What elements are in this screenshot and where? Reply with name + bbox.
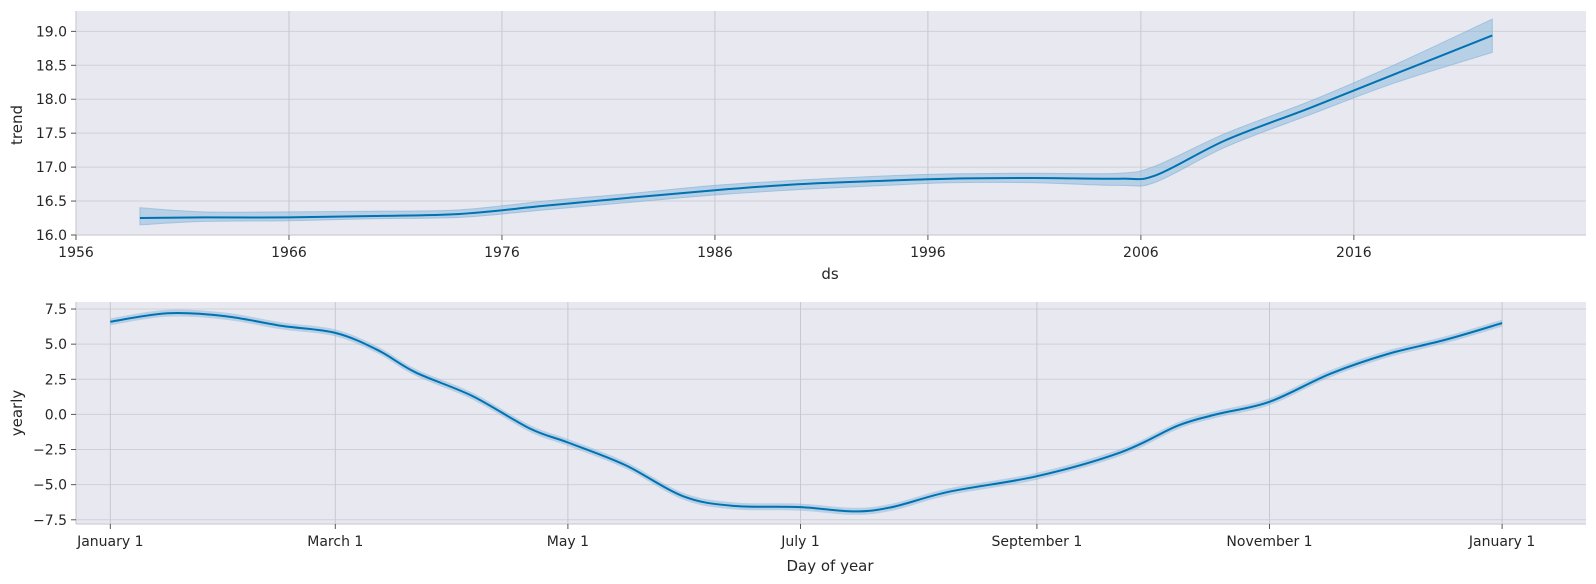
trend-uncertainty-band <box>139 18 1493 226</box>
trend-y-tick-label: 19.0 <box>36 24 67 40</box>
trend-y-tick-label: 16.5 <box>36 194 67 210</box>
yearly-y-axis-label: yearly <box>8 390 26 437</box>
yearly-y-ticks: −7.5 −5.0 −2.5 0.0 2.5 5.0 7.5 <box>33 302 76 529</box>
yearly-gridlines <box>76 302 1586 524</box>
trend-y-tick-label: 18.5 <box>36 58 67 74</box>
yearly-x-tick-label: July 1 <box>780 534 820 550</box>
yearly-y-tick-label: 0.0 <box>45 407 67 423</box>
trend-x-tick-label: 1966 <box>271 245 307 261</box>
yearly-y-tick-label: 7.5 <box>45 302 67 318</box>
trend-y-tick-label: 17.5 <box>36 126 67 142</box>
trend-x-tick-label: 2016 <box>1336 245 1372 261</box>
trend-y-tick-label: 17.0 <box>36 160 67 176</box>
trend-x-tick-label: 1976 <box>484 245 520 261</box>
trend-x-tick-label: 1986 <box>697 245 733 261</box>
yearly-x-tick-label: September 1 <box>992 534 1083 550</box>
yearly-y-tick-label: −7.5 <box>33 513 67 529</box>
yearly-y-tick-label: −2.5 <box>33 443 67 459</box>
yearly-x-tick-label: March 1 <box>307 534 363 550</box>
yearly-x-axis-label: Day of year <box>786 557 874 575</box>
yearly-x-ticks: January 1 March 1 May 1 July 1 September 1 No… <box>76 524 1535 550</box>
yearly-x-tick-label: November 1 <box>1226 534 1312 550</box>
trend-x-tick-label: 1996 <box>910 245 946 261</box>
trend-y-axis-label: trend <box>8 105 26 145</box>
yearly-x-tick-label: May 1 <box>547 534 589 550</box>
trend-x-tick-label: 2006 <box>1123 245 1159 261</box>
yearly-y-tick-label: 5.0 <box>45 337 67 353</box>
trend-y-tick-label: 16.0 <box>36 228 67 244</box>
trend-gridlines <box>75 11 1586 236</box>
trend-x-tick-label: 1956 <box>58 245 94 261</box>
yearly-x-tick-label: January 1 <box>1468 534 1535 550</box>
trend-x-axis-label: ds <box>821 265 839 283</box>
yearly-x-tick-label: January 1 <box>76 534 143 550</box>
yearly-line <box>110 311 1503 513</box>
trend-plot-area <box>76 11 1586 235</box>
yearly-panel: January 1 March 1 May 1 July 1 September 1 No… <box>8 302 1586 575</box>
trend-y-ticks: 16.0 16.5 17.0 17.5 18.0 18.5 19.0 <box>36 24 76 244</box>
trend-panel: 1956 1966 1976 1986 1996 2006 2016 16.0 16.5 17.… <box>8 11 1586 283</box>
yearly-y-tick-label: −5.0 <box>33 478 67 494</box>
yearly-y-tick-label: 2.5 <box>45 372 67 388</box>
trend-line <box>139 34 1493 219</box>
trend-y-tick-label: 18.0 <box>36 92 67 108</box>
trend-x-ticks: 1956 1966 1976 1986 1996 2006 2016 <box>58 235 1372 261</box>
yearly-plot-area <box>76 302 1586 524</box>
